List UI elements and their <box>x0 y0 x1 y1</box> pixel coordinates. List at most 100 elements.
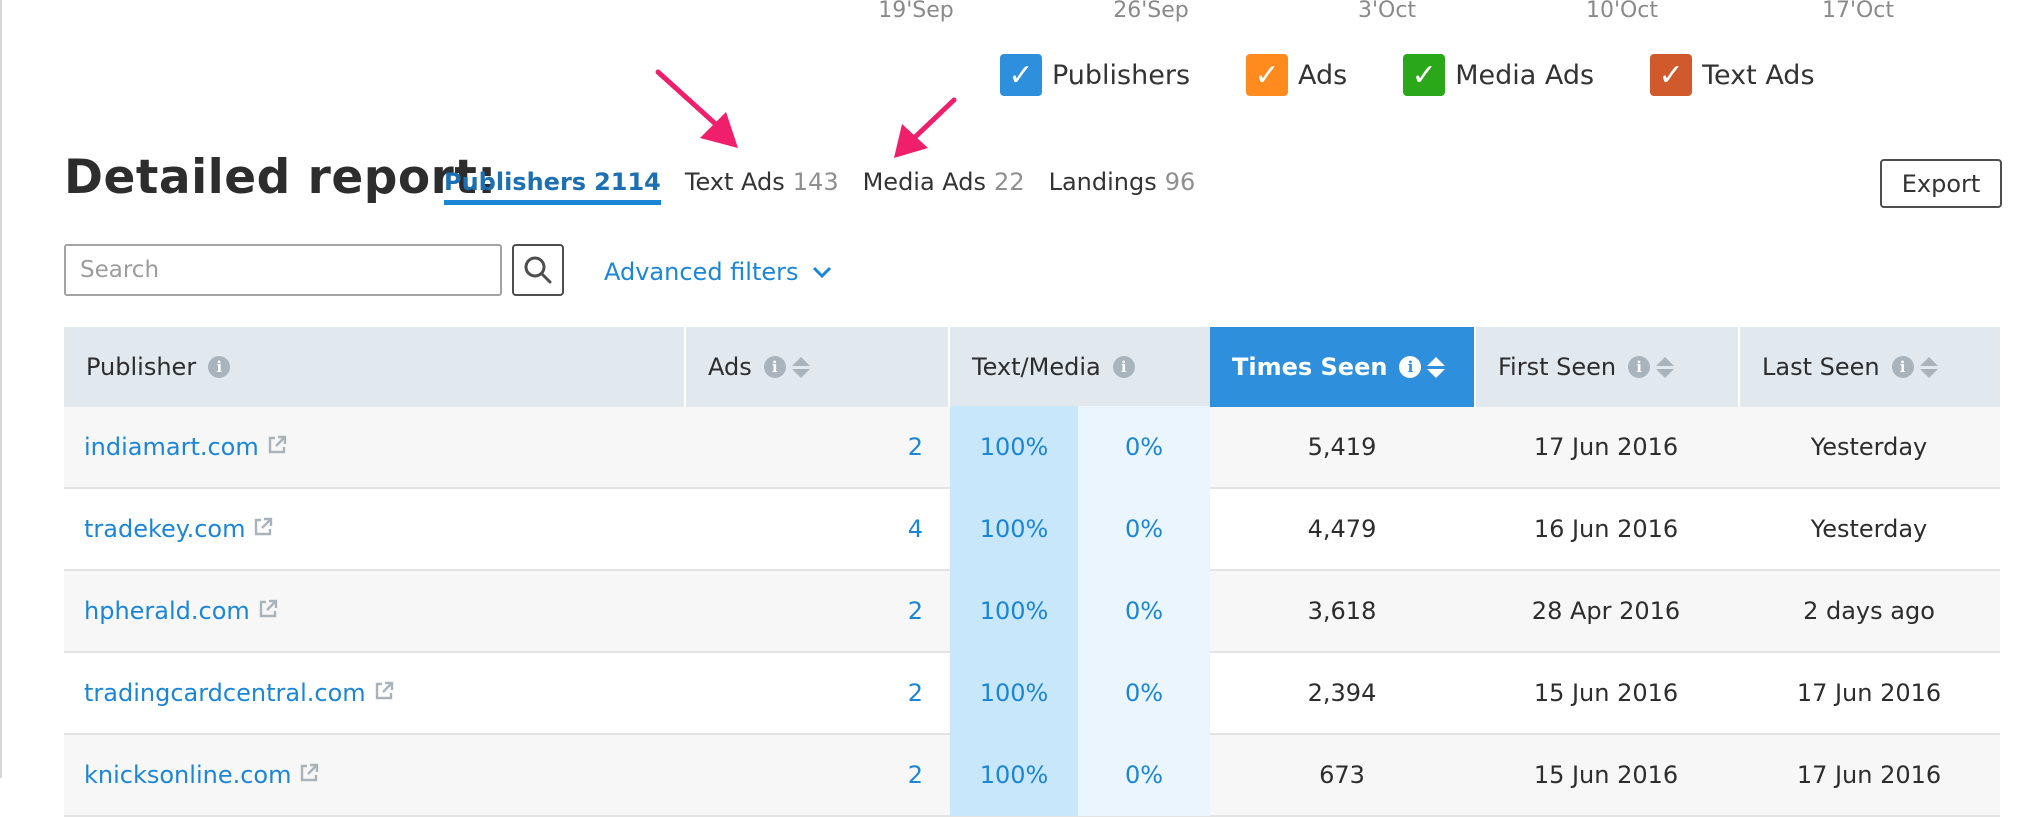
column-label: Text/Media <box>972 353 1101 381</box>
publisher-domain[interactable]: tradekey.com <box>84 515 246 543</box>
column-header-text-media: Text/Media i <box>948 327 1210 407</box>
advanced-filters-label: Advanced filters <box>604 258 799 286</box>
publisher-link[interactable]: tradingcardcentral.com <box>64 653 684 733</box>
legend-label: Media Ads <box>1455 59 1595 91</box>
legend-item-text-ads[interactable]: ✓ Text Ads <box>1650 54 1815 96</box>
sort-icon[interactable] <box>791 356 810 378</box>
legend-label: Publishers <box>1052 59 1191 91</box>
tab-count: 2114 <box>594 168 661 196</box>
tab-publishers[interactable]: Publishers 2114 <box>444 168 661 205</box>
publisher-domain[interactable]: hpherald.com <box>84 597 250 625</box>
table-row: tradekey.com 4 100% 0% 4,479 16 Jun 2016 Yeste… <box>64 488 2000 571</box>
column-header-first-seen[interactable]: First Seen i <box>1474 327 1738 407</box>
legend-item-publishers[interactable]: ✓ Publishers <box>1000 54 1190 96</box>
media-percent[interactable]: 0% <box>1078 570 1210 652</box>
external-link-icon[interactable] <box>299 761 319 789</box>
publisher-link[interactable]: hpherald.com <box>64 571 684 651</box>
ads-count-link[interactable]: 2 <box>907 433 923 461</box>
advanced-filters-toggle[interactable]: Advanced filters <box>604 258 833 286</box>
publisher-link[interactable]: tradekey.com <box>64 489 684 569</box>
text-percent[interactable]: 100% <box>950 570 1078 652</box>
times-seen-value: 3,618 <box>1307 597 1377 625</box>
date-tick: 10'Oct <box>1585 0 1659 23</box>
media-percent[interactable]: 0% <box>1078 652 1210 734</box>
info-icon[interactable]: i <box>1891 356 1914 378</box>
external-link-icon[interactable] <box>258 597 278 625</box>
publisher-link[interactable]: knicksonline.com <box>64 735 684 815</box>
column-header-times-seen[interactable]: Times Seen i <box>1210 327 1474 407</box>
table-header: Publisher i Ads i Text/Media i Times See… <box>64 327 2000 407</box>
media-percent[interactable]: 0% <box>1078 734 1210 816</box>
legend-item-media-ads[interactable]: ✓ Media Ads <box>1403 54 1594 96</box>
checkbox-checked-icon[interactable]: ✓ <box>1650 54 1693 96</box>
first-seen-value: 17 Jun 2016 <box>1533 433 1679 461</box>
info-icon[interactable]: i <box>208 356 231 378</box>
sort-icon[interactable] <box>1427 356 1446 378</box>
checkbox-checked-icon[interactable]: ✓ <box>1246 54 1289 96</box>
tab-label: Publishers <box>444 168 587 196</box>
chevron-down-icon <box>812 266 831 279</box>
media-percent[interactable]: 0% <box>1078 488 1210 570</box>
column-label: Times Seen <box>1232 353 1388 381</box>
ads-count-link[interactable]: 2 <box>907 679 923 707</box>
first-seen-value: 16 Jun 2016 <box>1533 515 1679 543</box>
last-seen-value: Yesterday <box>1810 515 1928 543</box>
tab-text-ads[interactable]: Text Ads 143 <box>685 168 839 205</box>
search-input[interactable] <box>64 244 502 296</box>
table-row: tradingcardcentral.com 2 100% 0% 2,394 15 Jun… <box>64 652 2000 735</box>
first-seen-value: 15 Jun 2016 <box>1533 679 1679 707</box>
tab-landings[interactable]: Landings 96 <box>1049 168 1196 205</box>
times-seen-value: 5,419 <box>1307 433 1377 461</box>
legend-label: Text Ads <box>1702 59 1815 91</box>
last-seen-value: 17 Jun 2016 <box>1796 761 1942 789</box>
info-icon[interactable]: i <box>1399 356 1422 378</box>
page-title: Detailed report: <box>64 150 497 205</box>
media-percent[interactable]: 0% <box>1078 406 1210 488</box>
tab-label: Landings <box>1048 168 1157 196</box>
checkbox-checked-icon[interactable]: ✓ <box>1000 54 1042 96</box>
info-icon[interactable]: i <box>763 356 786 378</box>
external-link-icon[interactable] <box>374 679 394 707</box>
legend-label: Ads <box>1298 59 1348 91</box>
text-percent[interactable]: 100% <box>950 488 1078 570</box>
table-row: hpherald.com 2 100% 0% 3,618 28 Apr 2016 2 day… <box>64 570 2000 653</box>
ads-count-link[interactable]: 2 <box>907 761 923 789</box>
annotation-arrow-icon <box>655 69 738 148</box>
column-header-publisher: Publisher i <box>64 327 684 407</box>
text-percent[interactable]: 100% <box>950 734 1078 816</box>
publisher-domain[interactable]: indiamart.com <box>84 433 259 461</box>
info-icon[interactable]: i <box>1628 356 1651 378</box>
export-button[interactable]: Export <box>1880 159 2002 208</box>
search-button[interactable] <box>512 244 564 296</box>
times-seen-value: 2,394 <box>1307 679 1377 707</box>
external-link-icon[interactable] <box>267 433 287 461</box>
sort-icon[interactable] <box>1919 356 1938 378</box>
last-seen-value: 17 Jun 2016 <box>1796 679 1942 707</box>
tab-media-ads[interactable]: Media Ads 22 <box>863 168 1025 205</box>
text-percent[interactable]: 100% <box>950 406 1078 488</box>
column-label: Last Seen <box>1762 353 1880 381</box>
tab-count: 143 <box>792 168 839 196</box>
tab-label: Media Ads <box>862 168 987 196</box>
publisher-link[interactable]: indiamart.com <box>64 407 684 487</box>
ads-count-link[interactable]: 2 <box>907 597 923 625</box>
annotation-arrow-icon <box>894 97 957 158</box>
checkbox-checked-icon[interactable]: ✓ <box>1403 54 1446 96</box>
external-link-icon[interactable] <box>253 515 273 543</box>
report-tabs: Publishers 2114 Text Ads 143 Media Ads 22 L… <box>444 168 1219 205</box>
sort-icon[interactable] <box>1656 356 1675 378</box>
column-header-last-seen[interactable]: Last Seen i <box>1738 327 2000 407</box>
date-tick: 26'Sep <box>1113 0 1189 23</box>
table-body: indiamart.com 2 100% 0% 5,419 17 Jun 2016 Yest… <box>64 406 2000 817</box>
first-seen-value: 28 Apr 2016 <box>1531 597 1681 625</box>
info-icon[interactable]: i <box>1112 356 1135 378</box>
date-tick: 17'Oct <box>1821 0 1895 23</box>
legend-item-ads[interactable]: ✓ Ads <box>1246 54 1347 96</box>
ads-count-link[interactable]: 4 <box>907 515 923 543</box>
text-percent[interactable]: 100% <box>950 652 1078 734</box>
search-icon <box>524 256 552 284</box>
column-header-ads[interactable]: Ads i <box>684 327 948 407</box>
publisher-domain[interactable]: tradingcardcentral.com <box>84 679 366 707</box>
publisher-domain[interactable]: knicksonline.com <box>84 761 292 789</box>
times-seen-value: 673 <box>1319 761 1365 789</box>
